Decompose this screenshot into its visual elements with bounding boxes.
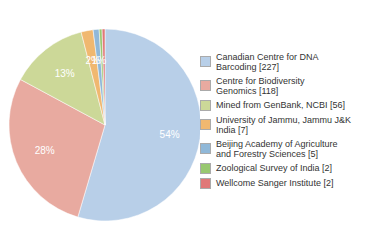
svg-text:13%: 13% (55, 68, 75, 79)
html-text:Zoological Survey of India [2]: Zoological Survey of India [2] (216, 163, 333, 173)
html-text:Canadian Centre for DNA Barcod: Canadian Centre for DNA Barcoding [227] (216, 51, 319, 72)
html-text:Beijing Academy of Agriculture: Beijing Academy of Agriculture and Fores… (216, 138, 338, 159)
svg-text:1%: 1% (92, 55, 107, 66)
html-text:Centre for Biodiversity Genomi: Centre for Biodiversity Genomics [118] (216, 75, 305, 96)
html-text:Wellcome Sanger Institute [2]: Wellcome Sanger Institute [2] (216, 178, 334, 188)
svg-text:54%: 54% (160, 129, 180, 140)
html-text:University of Jammu, Jammu J&K: University of Jammu, Jammu J&K India [7] (216, 114, 351, 135)
html-text:Mined from GenBank, NCBI [56]: Mined from GenBank, NCBI [56] (216, 100, 346, 110)
svg-text:28%: 28% (35, 145, 55, 156)
